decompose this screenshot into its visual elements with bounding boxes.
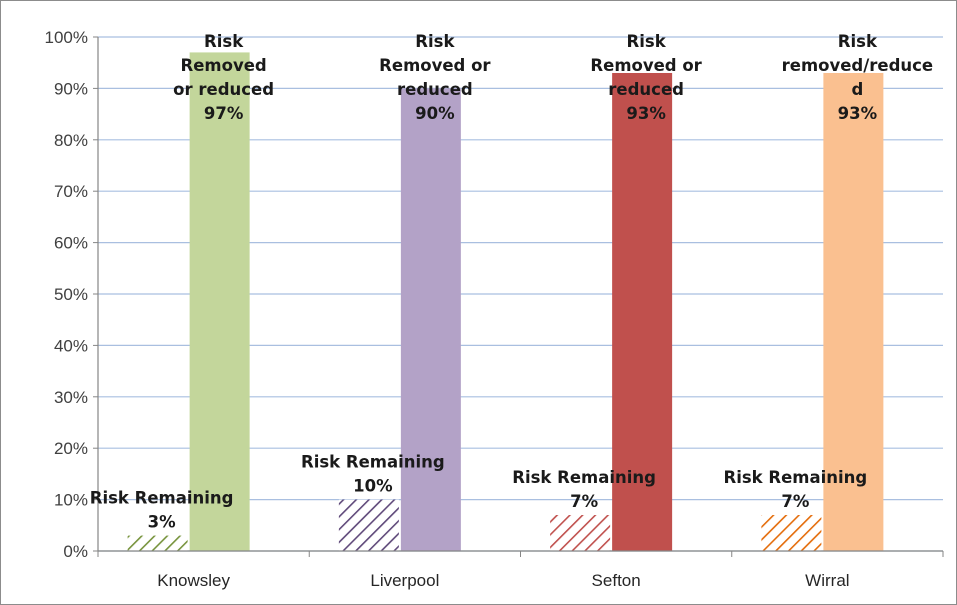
data-label-line: d <box>851 80 863 99</box>
data-label-risk-remaining-sefton: Risk Remaining 7% <box>512 468 656 511</box>
bar-risk-removed-knowsley <box>189 52 250 552</box>
data-label-line: Removed <box>181 56 267 75</box>
x-category-label: Sefton <box>592 571 641 590</box>
data-label-line: 93% <box>838 104 878 123</box>
y-tick-label: 70% <box>54 182 88 201</box>
data-label-line: Risk Remaining <box>90 489 234 508</box>
x-category-label: Wirral <box>805 571 849 590</box>
bar-risk-remaining-liverpool <box>338 499 399 551</box>
data-label-line: Risk <box>838 32 878 51</box>
data-label-line: reduced <box>608 80 684 99</box>
data-label-line: removed/reduce <box>782 56 934 75</box>
data-label-line: 3% <box>148 513 176 532</box>
y-tick-label: 100% <box>45 28 88 47</box>
data-label-line: Risk <box>627 32 667 51</box>
x-category-label: Knowsley <box>157 571 230 590</box>
data-label-line: or reduced <box>173 80 274 99</box>
bar-risk-removed-liverpool <box>400 88 461 552</box>
y-tick-label: 50% <box>54 285 88 304</box>
y-tick-label: 80% <box>54 131 88 150</box>
data-label-line: reduced <box>397 80 473 99</box>
bar-risk-remaining-sefton <box>550 515 611 551</box>
data-label-line: Removed or <box>379 56 491 75</box>
y-tick-label: 40% <box>54 336 88 355</box>
data-label-risk-removed-sefton: Risk Removed or reduced 93% <box>590 32 702 123</box>
bars <box>127 52 884 552</box>
y-tick-label: 60% <box>54 234 88 253</box>
data-label-line: 7% <box>570 492 598 511</box>
x-category-label: Liverpool <box>370 571 439 590</box>
data-label-line: Risk Remaining <box>301 453 445 472</box>
data-label-risk-removed-wirral: Risk removed/reduce d 93% <box>782 32 934 123</box>
data-label-line: Risk Remaining <box>724 468 868 487</box>
y-tick-label: 20% <box>54 439 88 458</box>
data-label-line: 7% <box>781 492 809 511</box>
y-tick-label: 30% <box>54 388 88 407</box>
data-label-risk-remaining-wirral: Risk Remaining 7% <box>724 468 868 511</box>
data-label-line: 10% <box>353 477 393 496</box>
axes: 0% 10% 20% 30% 40% 50% 60% 70% 80% 90% 100% Knowsle… <box>45 28 944 590</box>
data-label-line: 97% <box>204 104 244 123</box>
data-label-line: Risk Remaining <box>512 468 656 487</box>
data-label-line: Removed or <box>590 56 702 75</box>
bar-risk-remaining-wirral <box>761 515 822 551</box>
y-tick-label: 90% <box>54 79 88 98</box>
data-label-risk-removed-liverpool: Risk Removed or reduced 90% <box>379 32 491 123</box>
data-label-line: 93% <box>626 104 666 123</box>
y-tick-label: 0% <box>63 542 88 561</box>
y-tick-label: 10% <box>54 491 88 510</box>
data-label-line: Risk <box>204 32 244 51</box>
data-labels: Risk Remaining 3% Risk Removed or reduced 97%… <box>90 32 933 532</box>
bar-risk-removed-wirral <box>823 72 884 551</box>
data-label-line: Risk <box>415 32 455 51</box>
data-label-risk-remaining-knowsley: Risk Remaining 3% <box>90 489 234 532</box>
bar-risk-remaining-knowsley <box>127 535 188 551</box>
data-label-risk-remaining-liverpool: Risk Remaining 10% <box>301 453 445 496</box>
data-label-risk-removed-knowsley: Risk Removed or reduced 97% <box>173 32 274 123</box>
bar-risk-removed-sefton <box>612 72 673 551</box>
data-label-line: 90% <box>415 104 455 123</box>
